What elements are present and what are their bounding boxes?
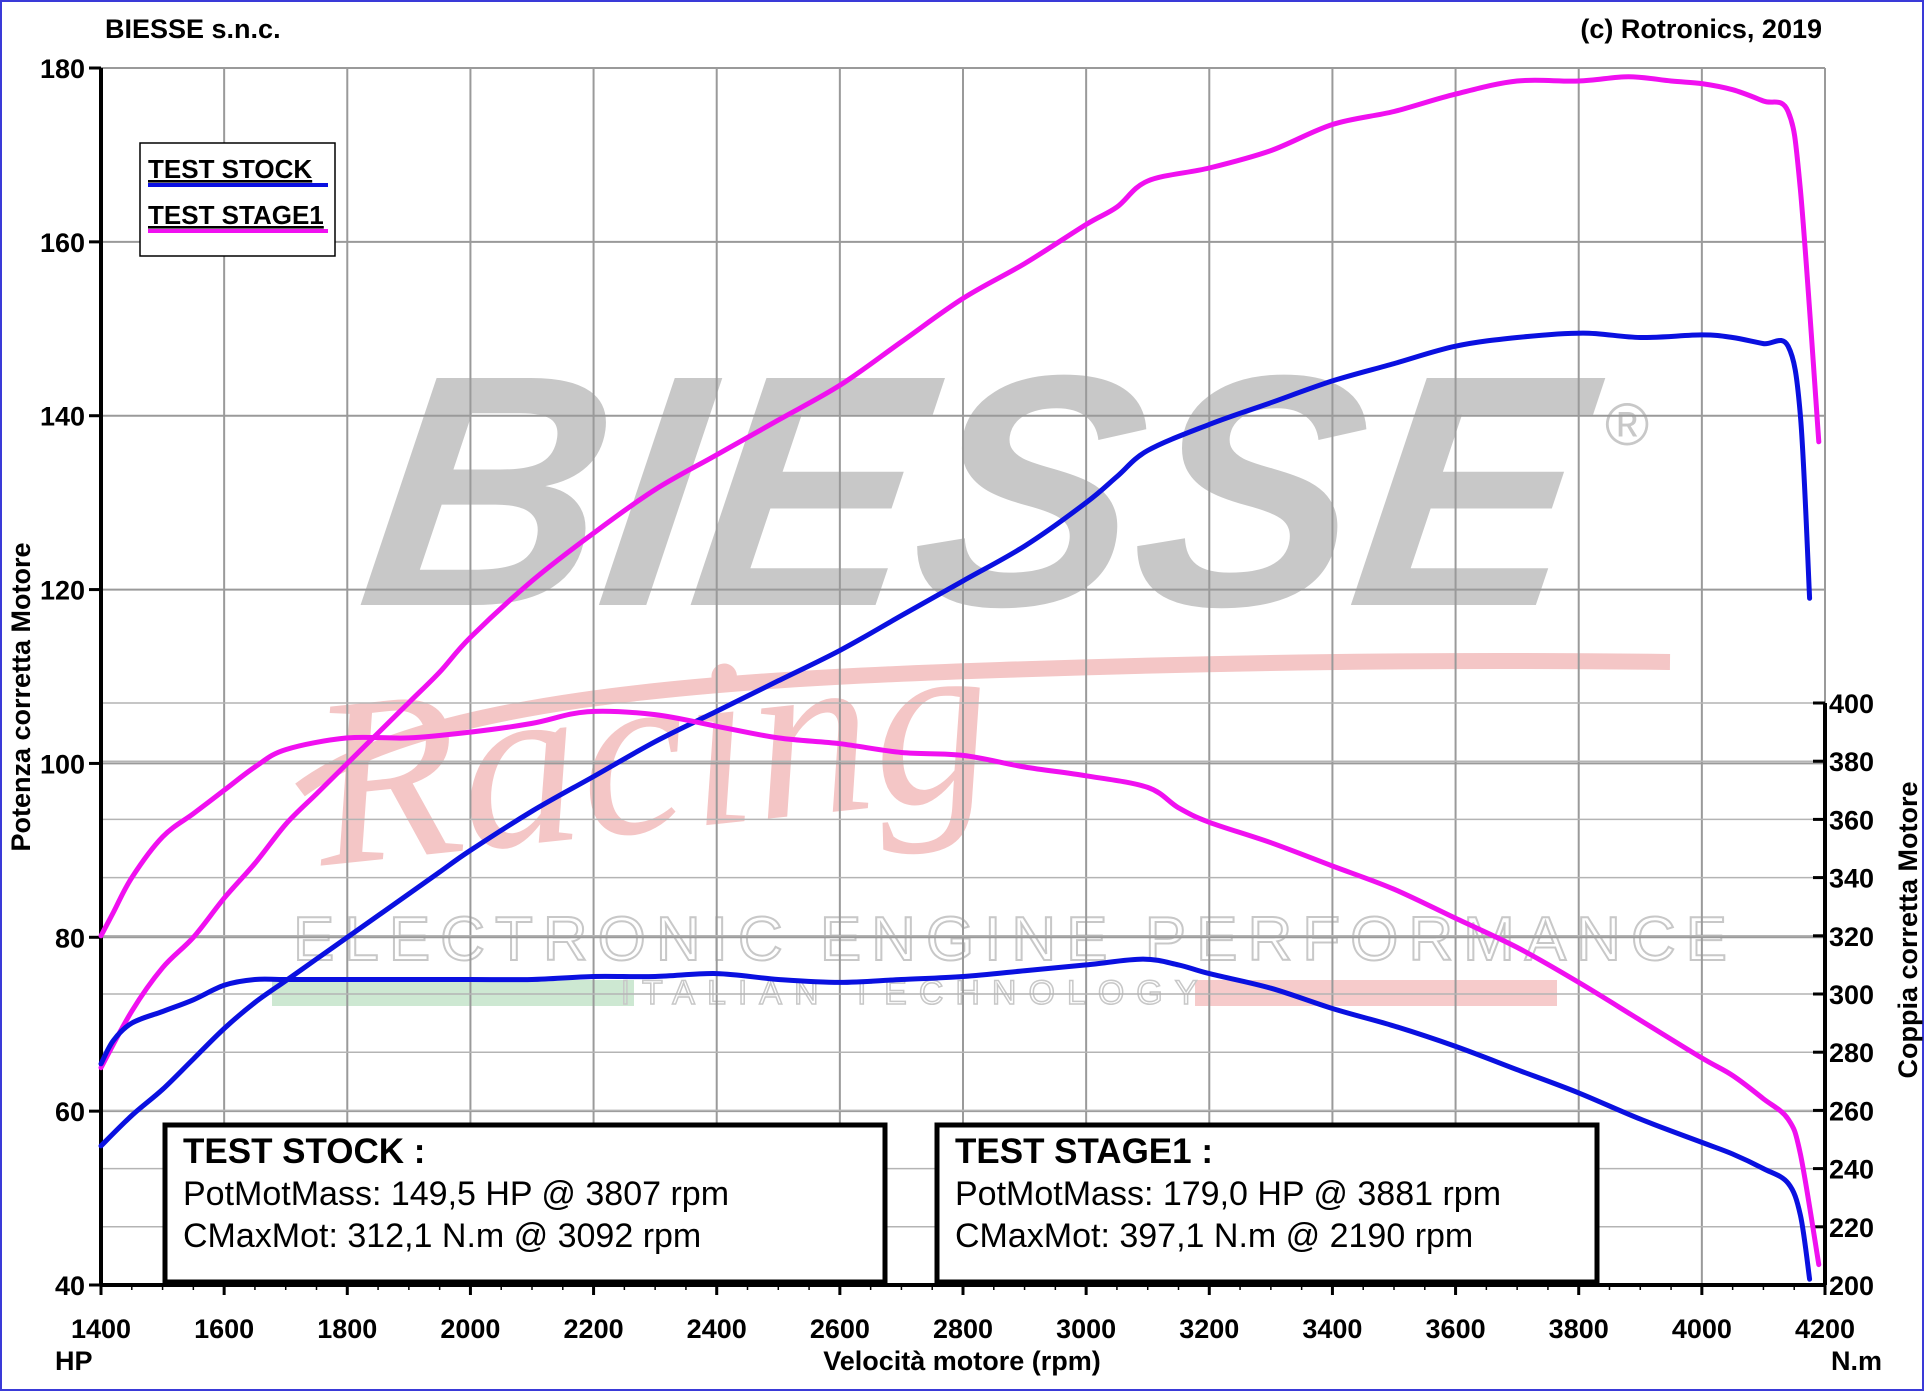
- x-tick-label: 2800: [933, 1314, 993, 1344]
- y2-unit-label: N.m: [1831, 1346, 1882, 1376]
- tick-labels: 1400 1600 1800 2000 2200 2400 2600 2800 3000 3200…: [40, 54, 1874, 1344]
- y-tick-label: 160: [40, 228, 85, 258]
- x-tick-label: 2000: [440, 1314, 500, 1344]
- watermark: BIESSE ® Racing ELECTRONIC ENGINE PERFOR…: [272, 307, 1737, 1013]
- y2-axis-label: Coppia corretta Motore: [1893, 781, 1923, 1078]
- y-tick-label: 140: [40, 402, 85, 432]
- watermark-green-bar: [272, 980, 634, 1006]
- x-unit-label: HP: [55, 1346, 93, 1376]
- result-box-stock-torque: CMaxMot: 312,1 N.m @ 3092 rpm: [183, 1217, 701, 1255]
- watermark-tagline: ELECTRONIC ENGINE PERFORMANCE: [293, 905, 1737, 974]
- result-box-stock-power: PotMotMass: 149,5 HP @ 3807 rpm: [183, 1175, 729, 1213]
- axes: [89, 66, 1827, 1295]
- x-tick-label: 4200: [1795, 1314, 1855, 1344]
- y2-tick-label: 380: [1829, 747, 1874, 777]
- result-box-stock-title: TEST STOCK :: [183, 1132, 425, 1171]
- legend: TEST STOCK TEST STAGE1: [139, 142, 336, 257]
- result-box-stage1-torque: CMaxMot: 397,1 N.m @ 2190 rpm: [955, 1217, 1473, 1255]
- watermark-brand: BIESSE: [345, 307, 1619, 675]
- y-tick-label: 180: [40, 54, 85, 84]
- y-tick-label: 40: [55, 1271, 85, 1301]
- x-tick-label: 2600: [810, 1314, 870, 1344]
- x-tick-label: 3200: [1179, 1314, 1239, 1344]
- watermark-registered: ®: [1605, 391, 1649, 458]
- result-box-stock: TEST STOCK : PotMotMass: 149,5 HP @ 3807…: [162, 1122, 888, 1285]
- y2-tick-label: 300: [1829, 980, 1874, 1010]
- series-group: [98, 74, 1822, 1282]
- x-axis-label: Velocità motore (rpm): [823, 1346, 1101, 1376]
- watermark-swoosh: [295, 652, 1671, 797]
- series-test-stock-power-line: [98, 330, 1813, 1149]
- series-test-stock-torque-line: [98, 956, 1813, 1282]
- result-box-stage1-power: PotMotMass: 179,0 HP @ 3881 rpm: [955, 1175, 1501, 1213]
- x-tick-label: 3400: [1302, 1314, 1362, 1344]
- x-tick-label: 1600: [194, 1314, 254, 1344]
- y2-tick-label: 360: [1829, 805, 1874, 835]
- y2-tick-label: 320: [1829, 922, 1874, 952]
- legend-label-stock: TEST STOCK: [148, 154, 312, 184]
- y2-tick-label: 400: [1829, 689, 1874, 719]
- y-axis-label: Potenza corretta Motore: [6, 542, 36, 851]
- x-tick-label: 1800: [317, 1314, 377, 1344]
- y2-tick-label: 220: [1829, 1213, 1874, 1243]
- y-tick-label: 80: [55, 923, 85, 953]
- y2-tick-label: 340: [1829, 864, 1874, 894]
- y2-tick-label: 240: [1829, 1155, 1874, 1185]
- header-left: BIESSE s.n.c.: [105, 14, 281, 44]
- result-box-stage1-title: TEST STAGE1 :: [955, 1132, 1213, 1171]
- result-box-stage1-frame: [934, 1122, 1600, 1285]
- y2-tick-label: 260: [1829, 1096, 1874, 1126]
- x-tick-label: 2200: [564, 1314, 624, 1344]
- y2-tick-label: 200: [1829, 1271, 1874, 1301]
- header-right: (c) Rotronics, 2019: [1580, 14, 1822, 44]
- x-tick-label: 4000: [1672, 1314, 1732, 1344]
- x-tick-label: 3000: [1056, 1314, 1116, 1344]
- x-tick-label: 3800: [1549, 1314, 1609, 1344]
- y-tick-label: 60: [55, 1097, 85, 1127]
- legend-label-stage1: TEST STAGE1: [148, 200, 324, 230]
- x-tick-label: 1400: [71, 1314, 131, 1344]
- series-test-stage1-power-line: [98, 74, 1822, 1071]
- y2-tick-label: 280: [1829, 1038, 1874, 1068]
- result-box-stock-frame: [162, 1122, 888, 1285]
- series-test-stage1-torque-line: [98, 708, 1822, 1268]
- result-box-stage1: TEST STAGE1 : PotMotMass: 179,0 HP @ 388…: [934, 1122, 1600, 1285]
- y-tick-label: 100: [40, 749, 85, 779]
- x-tick-label: 3600: [1426, 1314, 1486, 1344]
- legend-box: [139, 142, 336, 257]
- x-tick-label: 2400: [687, 1314, 747, 1344]
- y-tick-label: 120: [40, 576, 85, 606]
